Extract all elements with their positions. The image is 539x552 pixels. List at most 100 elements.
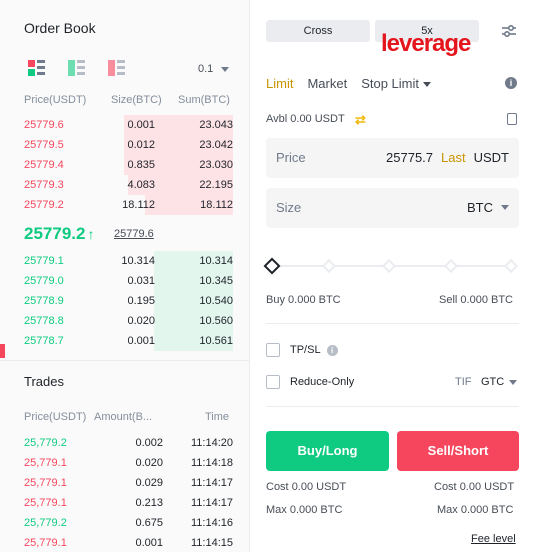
- ask-row[interactable]: 25779.3 4.083 22.195: [24, 175, 233, 195]
- tab-limit[interactable]: Limit: [266, 76, 294, 91]
- row-price: 25778.8: [24, 315, 64, 327]
- cost-label: Cost: [434, 481, 457, 493]
- divider: [266, 406, 519, 407]
- row-sum: 10.314: [199, 255, 233, 267]
- bid-row[interactable]: 25778.9 0.195 10.540: [24, 291, 233, 311]
- tif-label: TIF: [455, 376, 472, 388]
- chevron-down-icon: [422, 82, 431, 88]
- sell-amount-label: Sell: [439, 294, 458, 306]
- depth-bar: [154, 271, 233, 291]
- chevron-down-icon: [221, 66, 230, 72]
- margin-mode-button[interactable]: Cross: [266, 20, 370, 42]
- slider-handle[interactable]: [263, 257, 281, 275]
- trade-time: 11:14:17: [190, 497, 233, 509]
- trade-time: 11:14:18: [190, 457, 233, 469]
- row-price: 25779.3: [24, 179, 64, 191]
- bid-row[interactable]: 25778.8 0.020 10.560: [24, 311, 233, 331]
- info-icon[interactable]: i: [505, 77, 517, 89]
- depth-bar: [145, 195, 233, 215]
- price-unit: USDT: [473, 150, 509, 165]
- size-unit: BTC: [467, 200, 493, 215]
- orderbook-bids-view-icon[interactable]: [68, 60, 86, 76]
- depth-bar: [154, 291, 233, 311]
- trades-header-time: Time: [205, 411, 230, 423]
- buy-amount: Buy 0.000 BTC: [266, 294, 341, 306]
- trade-price: 25,779.1: [24, 497, 67, 509]
- depth-bar: [124, 155, 233, 175]
- row-price: 25779.0: [24, 275, 64, 287]
- size-input[interactable]: Size BTC: [266, 188, 519, 228]
- trade-time: 11:14:17: [190, 477, 233, 489]
- info-icon[interactable]: i: [326, 344, 338, 356]
- row-price: 25779.1: [24, 255, 64, 267]
- price-value-group: 25775.7 Last USDT: [386, 150, 509, 165]
- avbl-label: Avbl: [266, 113, 288, 125]
- ask-row[interactable]: 25779.2 18.112 18.112: [24, 195, 233, 215]
- orderbook-header-price: Price(USDT): [24, 94, 87, 106]
- trade-amount: 0.020: [135, 457, 163, 469]
- buy-long-button[interactable]: Buy/Long: [266, 431, 389, 471]
- trade-row: 25,779.1 0.029 11:14:17: [24, 474, 233, 494]
- tpsl-checkbox[interactable]: [266, 343, 280, 357]
- transfer-icon[interactable]: ⇄: [355, 112, 366, 127]
- bid-row[interactable]: 25779.0 0.031 10.345: [24, 271, 233, 291]
- price-input[interactable]: Price 25775.7 Last USDT: [266, 138, 519, 178]
- size-label: Size: [276, 200, 302, 215]
- ask-row[interactable]: 25779.5 0.012 23.042: [24, 135, 233, 155]
- chevron-down-icon: [501, 205, 509, 210]
- tab-stop-limit[interactable]: Stop Limit: [361, 76, 431, 91]
- trades-header-amount: Amount(B...: [94, 411, 153, 423]
- settings-sliders-icon[interactable]: [501, 23, 517, 39]
- price-value: 25775.7: [386, 150, 434, 165]
- ask-row[interactable]: 25779.6 0.001 23.043: [24, 115, 233, 135]
- arrow-up-icon: ↑: [87, 226, 95, 242]
- reduce-only-checkbox[interactable]: [266, 375, 280, 389]
- sell-short-button[interactable]: Sell/Short: [397, 431, 519, 471]
- depth-bar: [154, 311, 233, 331]
- sell-amount: Sell 0.000 BTC: [439, 294, 513, 306]
- sell-amount-value: 0.000 BTC: [460, 294, 513, 306]
- divider: [0, 360, 250, 361]
- depth-bar: [128, 175, 233, 195]
- tpsl-text: TP/SL: [290, 344, 321, 356]
- row-sum: 10.345: [199, 275, 233, 287]
- orderbook-both-view-icon[interactable]: [28, 60, 46, 76]
- leverage-button[interactable]: 5x: [375, 20, 479, 42]
- tab-market[interactable]: Market: [307, 76, 348, 91]
- divider: [266, 323, 519, 324]
- slider-step-100[interactable]: [503, 258, 519, 274]
- row-size: 0.020: [127, 315, 155, 327]
- slider-step-50[interactable]: [381, 258, 397, 274]
- depth-bar: [154, 251, 233, 271]
- slider-step-25[interactable]: [321, 258, 337, 274]
- depth-bar: [154, 331, 233, 351]
- avbl-value: 0.00 USDT: [290, 113, 345, 125]
- orderbook-asks-view-icon[interactable]: [108, 60, 126, 76]
- left-panel: Order Book 0.1 Price(USDT) Size(BTC) Sum…: [0, 0, 250, 552]
- depth-bar: [124, 115, 233, 135]
- precision-select[interactable]: 0.1: [198, 63, 230, 75]
- row-sum: 22.195: [199, 179, 233, 191]
- last-price-value: 25779.2: [24, 224, 86, 243]
- slider-step-75[interactable]: [443, 258, 459, 274]
- last-price[interactable]: 25779.2 ↑: [24, 224, 94, 244]
- trades-title: Trades: [24, 374, 64, 389]
- calculator-icon[interactable]: [507, 113, 517, 125]
- row-sum: 10.540: [199, 295, 233, 307]
- orderbook-header-size: Size(BTC): [111, 94, 162, 106]
- size-unit-select[interactable]: BTC: [467, 200, 509, 215]
- price-last-button[interactable]: Last: [441, 150, 466, 165]
- bid-row[interactable]: 25779.1 10.314 10.314: [24, 251, 233, 271]
- fee-level-link[interactable]: Fee level: [471, 533, 516, 545]
- size-slider[interactable]: [263, 257, 519, 275]
- row-price: 25779.6: [24, 119, 64, 131]
- max-label: Max: [437, 504, 458, 516]
- max-sell: Max 0.000 BTC: [437, 504, 513, 516]
- tif-select[interactable]: GTC: [481, 376, 518, 388]
- max-label: Max: [266, 504, 287, 516]
- row-price: 25778.7: [24, 335, 64, 347]
- bid-row[interactable]: 25778.7 0.001 10.561: [24, 331, 233, 351]
- ask-row[interactable]: 25779.4 0.835 23.030: [24, 155, 233, 175]
- edge-marker: [0, 344, 5, 358]
- mark-price[interactable]: 25779.6: [114, 228, 154, 240]
